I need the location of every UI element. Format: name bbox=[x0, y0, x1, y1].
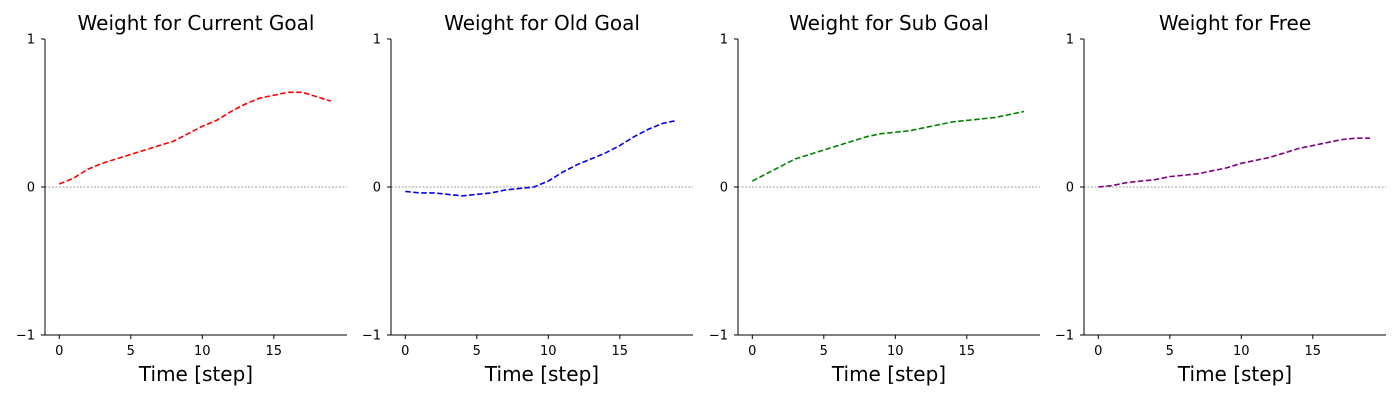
y-tick-label: 1 bbox=[373, 33, 381, 48]
x-tick-label: 5 bbox=[473, 344, 481, 359]
subplot-sub-goal: Weight for Sub Goal 10−10 5 10 15 Time [ste… bbox=[709, 11, 1040, 386]
y-tick-label: 1 bbox=[1066, 33, 1074, 48]
x-tick-label: 0 bbox=[1094, 344, 1102, 359]
x-tick-label: 0 bbox=[55, 344, 63, 359]
x-tick-label: 10 bbox=[540, 344, 557, 359]
x-tick-label: 15 bbox=[1305, 344, 1322, 359]
x-tick-label: 0 bbox=[748, 344, 756, 359]
x-tick-label: 10 bbox=[1233, 344, 1250, 359]
y-tick-label: −1 bbox=[709, 329, 728, 344]
x-tick-label: 15 bbox=[612, 344, 629, 359]
x-tick-label: 5 bbox=[127, 344, 135, 359]
x-tick-label: 10 bbox=[887, 344, 904, 359]
chart-title: Weight for Current Goal bbox=[78, 11, 315, 35]
series-line bbox=[58, 91, 332, 185]
y-tick-label: 0 bbox=[373, 181, 381, 196]
series-line bbox=[405, 119, 678, 197]
y-tick-label: −1 bbox=[1055, 329, 1074, 344]
x-tick-label: 15 bbox=[266, 344, 283, 359]
chart-title: Weight for Old Goal bbox=[444, 11, 640, 35]
x-tick-label: 15 bbox=[959, 344, 976, 359]
y-tick-label: 1 bbox=[27, 33, 35, 48]
x-tick-label: 5 bbox=[820, 344, 828, 359]
x-axis-label: Time [step] bbox=[138, 362, 253, 386]
series-line bbox=[1098, 137, 1370, 188]
subplot-current-goal: Weight for Current Goal 10−10 5 10 15 Time … bbox=[16, 11, 347, 386]
subplot-free: Weight for Free 10−10 5 10 15 Time [step] bbox=[1055, 11, 1386, 386]
subplot-old-goal: Weight for Old Goal 10−10 5 10 15 Time [ste… bbox=[362, 11, 693, 386]
x-axis-label: Time [step] bbox=[1177, 362, 1292, 386]
y-tick-label: 0 bbox=[27, 181, 35, 196]
y-tick-label: 1 bbox=[720, 33, 728, 48]
y-tick-label: 0 bbox=[720, 181, 728, 196]
x-tick-label: 5 bbox=[1166, 344, 1174, 359]
y-tick-label: 0 bbox=[1066, 181, 1074, 196]
series-line bbox=[751, 110, 1025, 182]
x-axis-label: Time [step] bbox=[831, 362, 946, 386]
x-tick-label: 10 bbox=[194, 344, 211, 359]
x-tick-label: 0 bbox=[401, 344, 409, 359]
y-tick-label: −1 bbox=[16, 329, 35, 344]
x-axis-label: Time [step] bbox=[484, 362, 599, 386]
y-tick-label: −1 bbox=[362, 329, 381, 344]
chart-title: Weight for Free bbox=[1159, 11, 1311, 35]
chart-title: Weight for Sub Goal bbox=[789, 11, 989, 35]
